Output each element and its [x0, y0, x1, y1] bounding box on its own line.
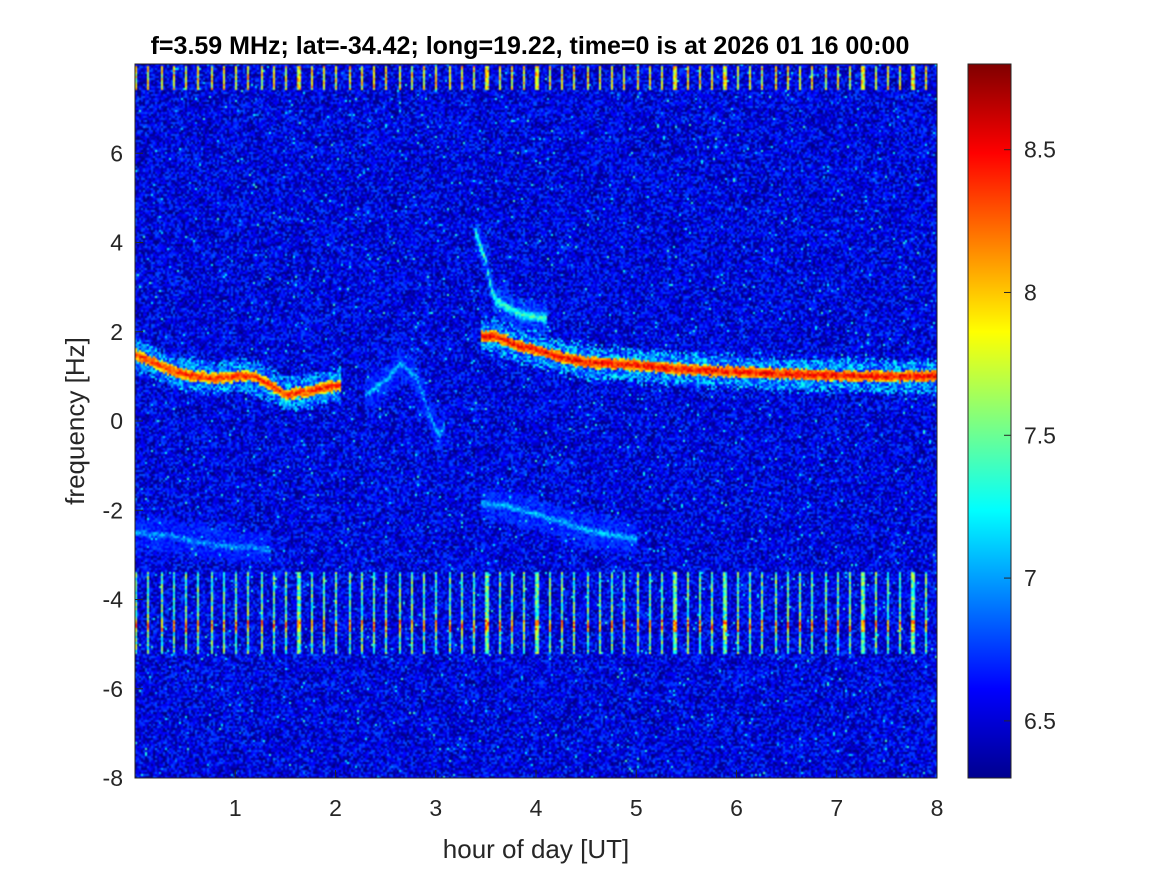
chart-title: f=3.59 MHz; lat=-34.42; long=19.22, time…: [151, 32, 910, 60]
x-axis: 1 2 3 4 5 6 7 8: [229, 770, 944, 821]
y-tick-label: -6: [103, 676, 123, 702]
colorbar: 6.5 7 7.5 8 8.5: [967, 63, 1056, 779]
x-tick-label: 4: [530, 795, 543, 821]
colorbar-gradient: [968, 64, 1011, 778]
y-tick-label: -2: [103, 497, 123, 523]
y-tick-label: 0: [110, 408, 123, 434]
y-tick-label: -4: [103, 587, 124, 613]
x-axis-label: hour of day [UT]: [443, 834, 629, 864]
x-tick-label: 1: [229, 795, 242, 821]
y-axis: -8 -6 -4 -2 0 2 4 6: [103, 140, 143, 791]
colorbar-tick-label: 7: [1024, 565, 1037, 591]
y-tick-label: -8: [103, 765, 123, 791]
colorbar-tick-label: 7.5: [1024, 422, 1056, 448]
y-tick-label: 4: [110, 230, 123, 256]
colorbar-ticks: 6.5 7 7.5 8 8.5: [1004, 137, 1056, 734]
y-axis-label: frequency [Hz]: [60, 337, 90, 505]
colorbar-tick-label: 8.5: [1024, 137, 1056, 163]
y-tick-label: 6: [110, 140, 123, 166]
y-tick-label: 2: [110, 319, 123, 345]
x-tick-label: 3: [429, 795, 442, 821]
x-tick-label: 7: [830, 795, 843, 821]
x-tick-label: 2: [329, 795, 342, 821]
colorbar-frame: [967, 63, 1012, 779]
colorbar-tick-label: 6.5: [1024, 708, 1056, 734]
x-tick-label: 5: [630, 795, 643, 821]
x-tick-label: 8: [931, 795, 944, 821]
colorbar-tick-label: 8: [1024, 279, 1037, 305]
heatmap-image: [135, 64, 937, 778]
plot-area: [134, 63, 938, 779]
x-tick-label: 6: [730, 795, 743, 821]
